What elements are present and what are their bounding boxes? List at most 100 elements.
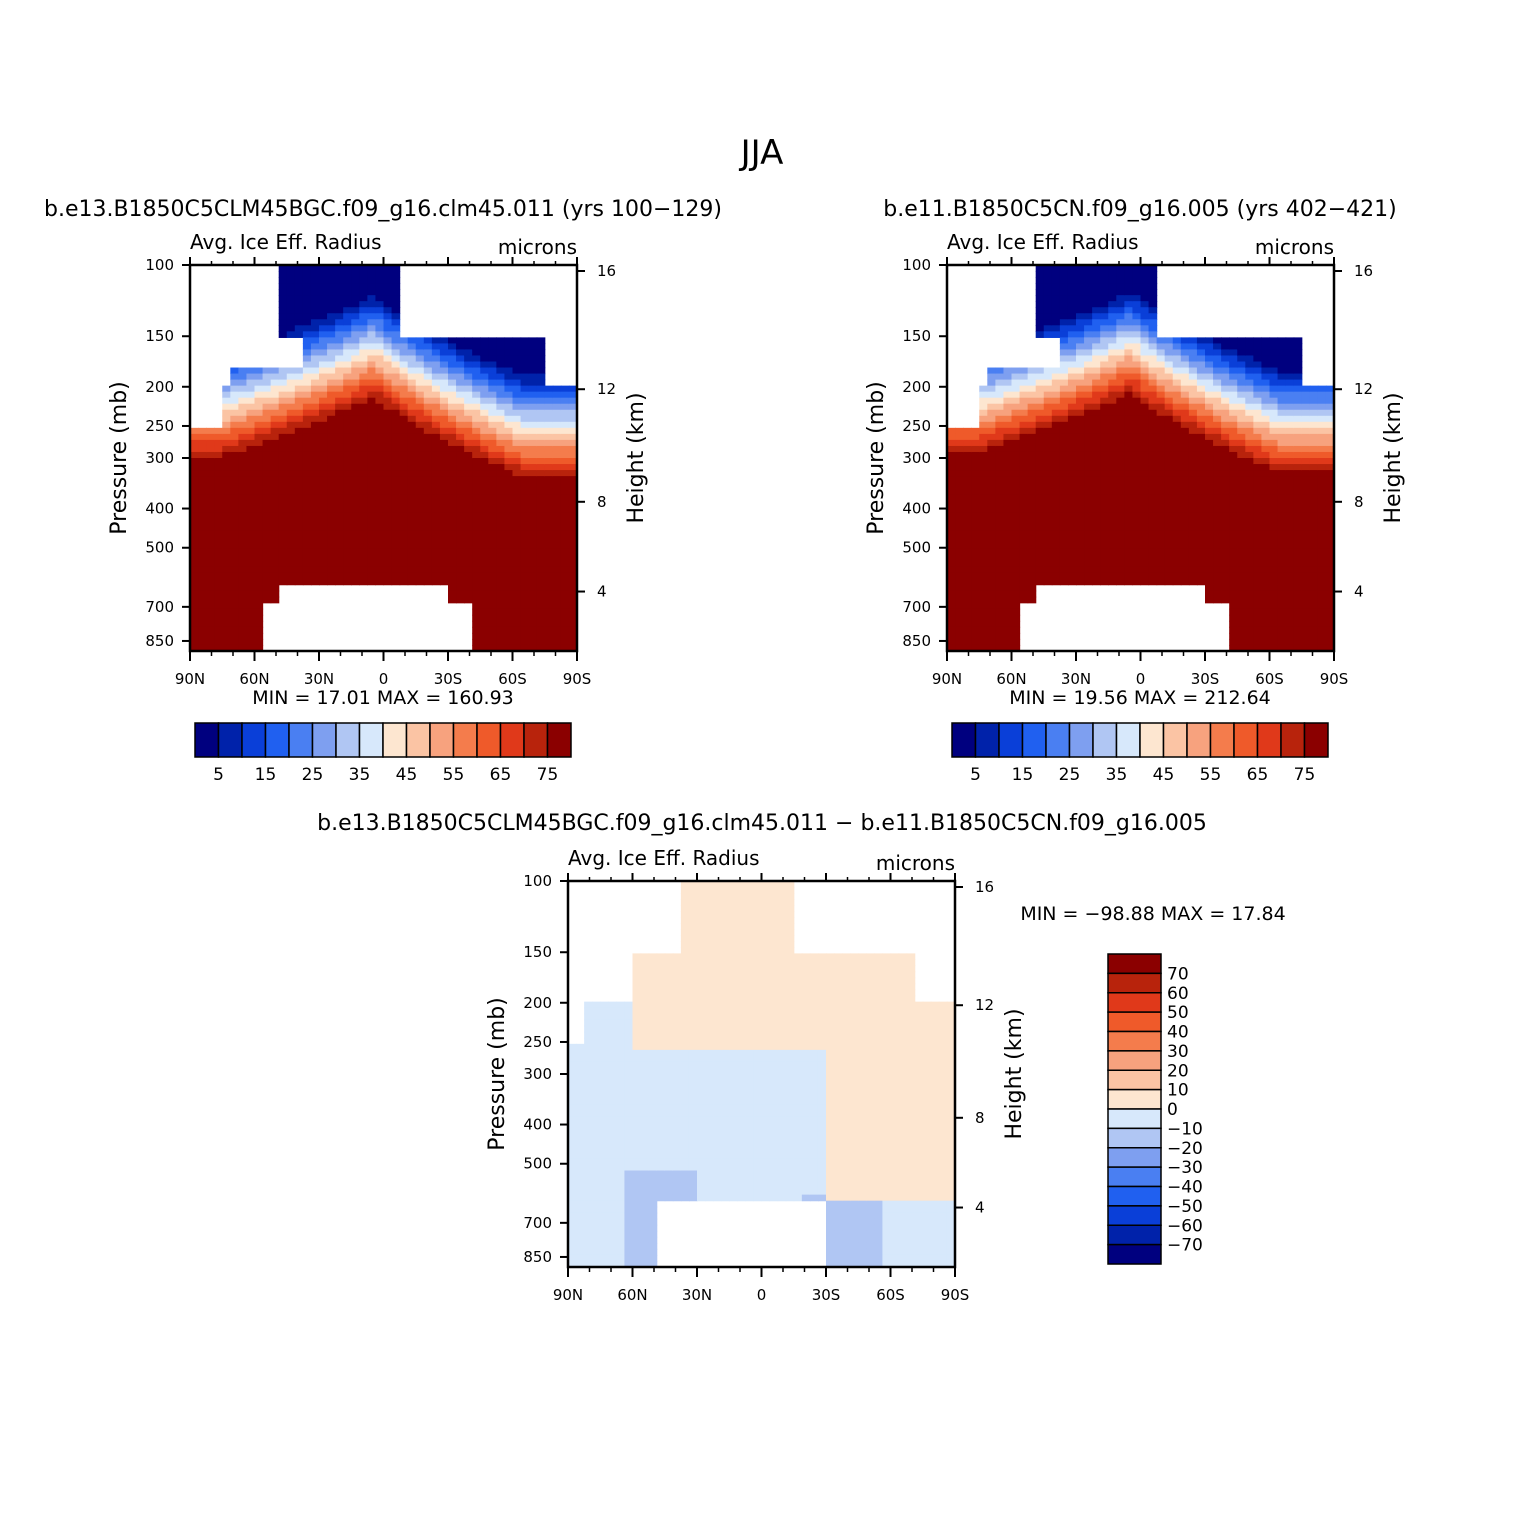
field-cell xyxy=(560,488,570,495)
field-cell xyxy=(512,349,522,357)
field-cell xyxy=(1148,542,1158,550)
field-cell xyxy=(246,482,256,489)
field-cell xyxy=(262,379,272,387)
field-cell xyxy=(278,289,288,296)
field-cell xyxy=(592,1128,601,1135)
field-cell xyxy=(1269,379,1279,387)
field-cell xyxy=(1164,458,1174,465)
field-cell xyxy=(1180,524,1190,531)
field-cell xyxy=(423,355,433,363)
field-cell xyxy=(1205,433,1214,441)
field-cell xyxy=(1140,343,1150,351)
field-cell xyxy=(367,445,377,453)
field-cell xyxy=(335,349,344,357)
field-cell xyxy=(1245,518,1254,525)
field-cell xyxy=(190,620,199,628)
field-cell xyxy=(327,542,336,550)
field-cell xyxy=(238,482,248,489)
field-cell xyxy=(1092,265,1101,272)
colorbar-swatch xyxy=(1092,722,1118,758)
field-cell xyxy=(230,379,239,387)
field-cell xyxy=(448,367,457,375)
field-cell xyxy=(512,494,522,501)
field-cell xyxy=(568,596,578,604)
field-cell xyxy=(1019,530,1029,538)
field-cell xyxy=(294,421,304,429)
field-cell xyxy=(488,620,497,628)
field-cell xyxy=(407,530,417,538)
field-cell xyxy=(971,458,980,465)
field-cell xyxy=(1172,506,1182,513)
field-cell xyxy=(464,536,473,544)
field-cell xyxy=(600,1080,609,1087)
field-cell xyxy=(375,482,385,489)
field-cell xyxy=(552,560,562,568)
field-cell xyxy=(1180,397,1190,405)
field-cell xyxy=(1076,482,1085,489)
field-cell xyxy=(1237,602,1246,610)
field-cell xyxy=(246,488,256,495)
field-cell xyxy=(1092,476,1101,483)
field-cell xyxy=(568,1242,577,1250)
field-cell xyxy=(294,307,304,314)
field-cell xyxy=(608,1061,617,1069)
field-cell xyxy=(472,488,481,495)
field-cell xyxy=(512,379,522,387)
field-cell xyxy=(552,608,562,616)
field-cell xyxy=(1084,488,1093,495)
field-cell xyxy=(214,458,223,465)
field-cell xyxy=(246,542,256,550)
field-cell xyxy=(1116,518,1125,525)
field-cell xyxy=(1019,476,1029,483)
field-cell xyxy=(504,620,514,628)
field-cell xyxy=(1011,439,1021,447)
field-cell xyxy=(1301,385,1311,393)
field-cell xyxy=(568,1140,577,1147)
field-cell xyxy=(1019,518,1029,525)
field-cell xyxy=(310,578,320,586)
field-cell xyxy=(987,421,996,429)
field-cell xyxy=(1285,644,1295,652)
field-cell xyxy=(987,578,996,586)
field-cell xyxy=(222,632,231,640)
y2-tick-label: 4 xyxy=(597,583,607,601)
field-cell xyxy=(1213,524,1222,531)
field-cell xyxy=(1164,373,1174,381)
field-cell xyxy=(536,451,546,459)
field-cell xyxy=(1003,572,1013,580)
field-cell xyxy=(327,494,336,501)
field-cell xyxy=(480,451,489,459)
field-cell xyxy=(1253,608,1263,616)
field-cell xyxy=(592,1176,601,1184)
field-cell xyxy=(367,458,377,465)
field-cell xyxy=(294,566,304,574)
field-cell xyxy=(1261,337,1271,345)
field-cell xyxy=(1285,602,1295,610)
field-cell xyxy=(198,542,207,550)
field-cell xyxy=(343,506,352,513)
field-cell xyxy=(327,470,336,477)
field-cell xyxy=(963,464,972,471)
field-cell xyxy=(1237,403,1246,411)
field-cell xyxy=(415,470,425,477)
field-cell xyxy=(1277,506,1287,513)
field-cell xyxy=(1277,439,1287,447)
field-cell xyxy=(310,319,320,326)
colorbar-swatch xyxy=(1045,722,1071,758)
field-cell xyxy=(302,373,312,381)
field-cell xyxy=(1043,409,1053,417)
field-cell xyxy=(1124,445,1134,453)
y2-tick-label: 12 xyxy=(1354,380,1373,398)
field-cell xyxy=(1059,566,1069,574)
field-cell xyxy=(1100,458,1109,465)
field-cell xyxy=(270,500,280,507)
field-cell xyxy=(1156,433,1166,441)
field-cell xyxy=(439,560,449,568)
field-cell xyxy=(1245,560,1254,568)
field-cell xyxy=(480,518,489,525)
field-cell xyxy=(391,367,401,375)
field-cell xyxy=(262,566,272,574)
field-cell xyxy=(520,439,530,447)
field-cell xyxy=(375,385,385,393)
field-cell xyxy=(1124,433,1134,441)
